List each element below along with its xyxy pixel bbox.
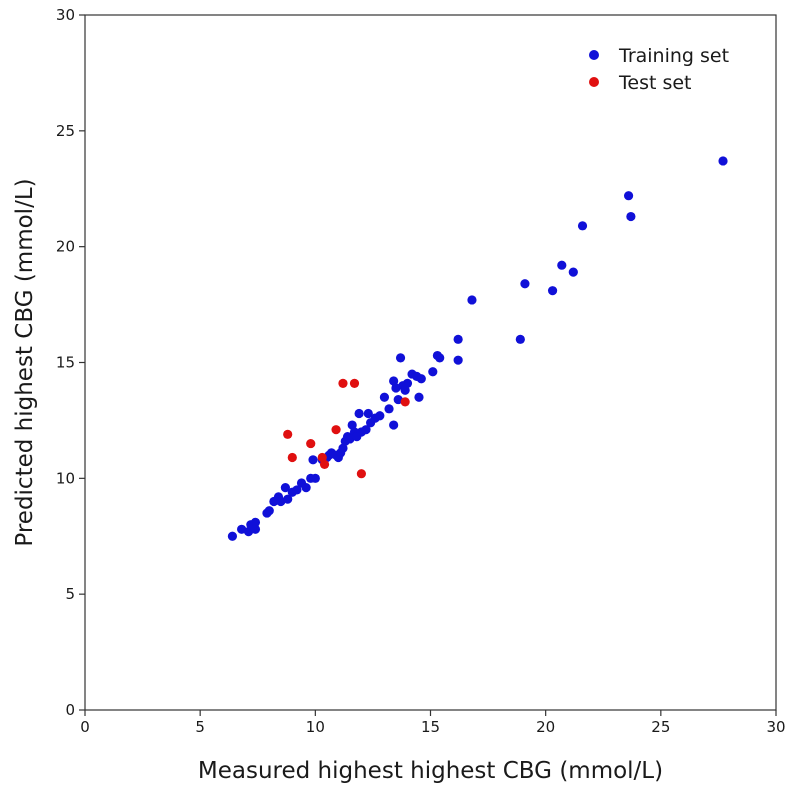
plot-area <box>84 14 777 711</box>
y-tick-label: 20 <box>56 238 75 256</box>
plot-frame <box>84 14 777 711</box>
test-point <box>356 469 366 479</box>
legend-marker <box>589 77 599 87</box>
training-point <box>280 483 290 493</box>
training-point <box>626 211 636 222</box>
training-point <box>283 494 293 504</box>
training-point <box>391 383 401 393</box>
training-point <box>361 425 371 435</box>
training-point <box>338 443 348 453</box>
training-point <box>557 260 567 270</box>
test-point <box>400 397 410 407</box>
legend-marker <box>589 50 599 60</box>
y-tick-label: 10 <box>56 469 75 487</box>
training-point <box>547 286 558 296</box>
x-axis-title: Measured highest highest CBG (mmol/L) <box>198 758 663 784</box>
x-tick-label: 30 <box>766 718 785 736</box>
training-point <box>301 483 311 493</box>
legend-label: Test set <box>618 72 692 94</box>
training-point <box>416 374 426 384</box>
test-point <box>287 452 297 463</box>
training-point <box>384 404 394 414</box>
training-point <box>363 408 373 419</box>
y-tick-label: 25 <box>56 122 75 140</box>
training-point <box>577 221 588 231</box>
training-point <box>393 394 403 405</box>
training-point <box>379 392 390 402</box>
training-point <box>354 408 364 419</box>
training-point <box>375 411 385 421</box>
y-tick-label: 15 <box>56 354 75 372</box>
legend-label: Training set <box>618 45 729 67</box>
training-point <box>435 353 445 363</box>
y-tick-label: 30 <box>56 6 75 24</box>
training-point <box>389 376 399 386</box>
training-point <box>428 367 438 377</box>
training-point <box>400 385 410 395</box>
x-tick-label: 10 <box>306 718 325 736</box>
y-axis-title: Predicted highest CBG (mmol/L) <box>12 178 38 546</box>
test-point <box>306 438 316 449</box>
training-point <box>227 531 238 541</box>
training-point <box>718 156 728 166</box>
test-point <box>319 459 330 470</box>
x-tick-label: 25 <box>651 718 670 736</box>
training-point <box>276 496 286 507</box>
training-point <box>292 485 302 495</box>
training-point <box>515 334 525 344</box>
y-tick-label: 5 <box>65 585 75 603</box>
test-point <box>331 425 341 435</box>
data-points <box>227 156 728 541</box>
training-point <box>308 455 318 465</box>
legend: Training set Test set <box>589 45 729 94</box>
test-point <box>283 429 293 439</box>
x-tick-label: 0 <box>80 718 90 736</box>
training-point <box>310 473 320 483</box>
training-point <box>395 353 406 363</box>
training-point <box>389 420 399 430</box>
y-tick-label: 0 <box>65 701 75 719</box>
training-point <box>345 434 355 444</box>
training-point <box>264 506 274 516</box>
x-tick-label: 20 <box>536 718 555 736</box>
training-point <box>414 392 424 402</box>
test-point <box>317 452 327 463</box>
training-point <box>453 334 463 344</box>
x-tick-label: 5 <box>195 718 205 736</box>
training-point <box>623 191 634 201</box>
training-point <box>402 378 413 388</box>
test-point <box>338 378 348 388</box>
x-tick-label: 15 <box>421 718 440 736</box>
training-point <box>250 524 261 534</box>
training-point <box>568 267 578 277</box>
training-point <box>520 279 530 289</box>
training-point <box>250 517 261 527</box>
axis-ticks: 0 5 10 15 20 25 30 0 5 10 15 20 25 30 <box>56 6 786 736</box>
training-point <box>453 355 463 365</box>
training-point <box>347 420 357 430</box>
training-point <box>467 295 477 305</box>
test-point <box>349 378 360 388</box>
training-point <box>237 524 247 534</box>
